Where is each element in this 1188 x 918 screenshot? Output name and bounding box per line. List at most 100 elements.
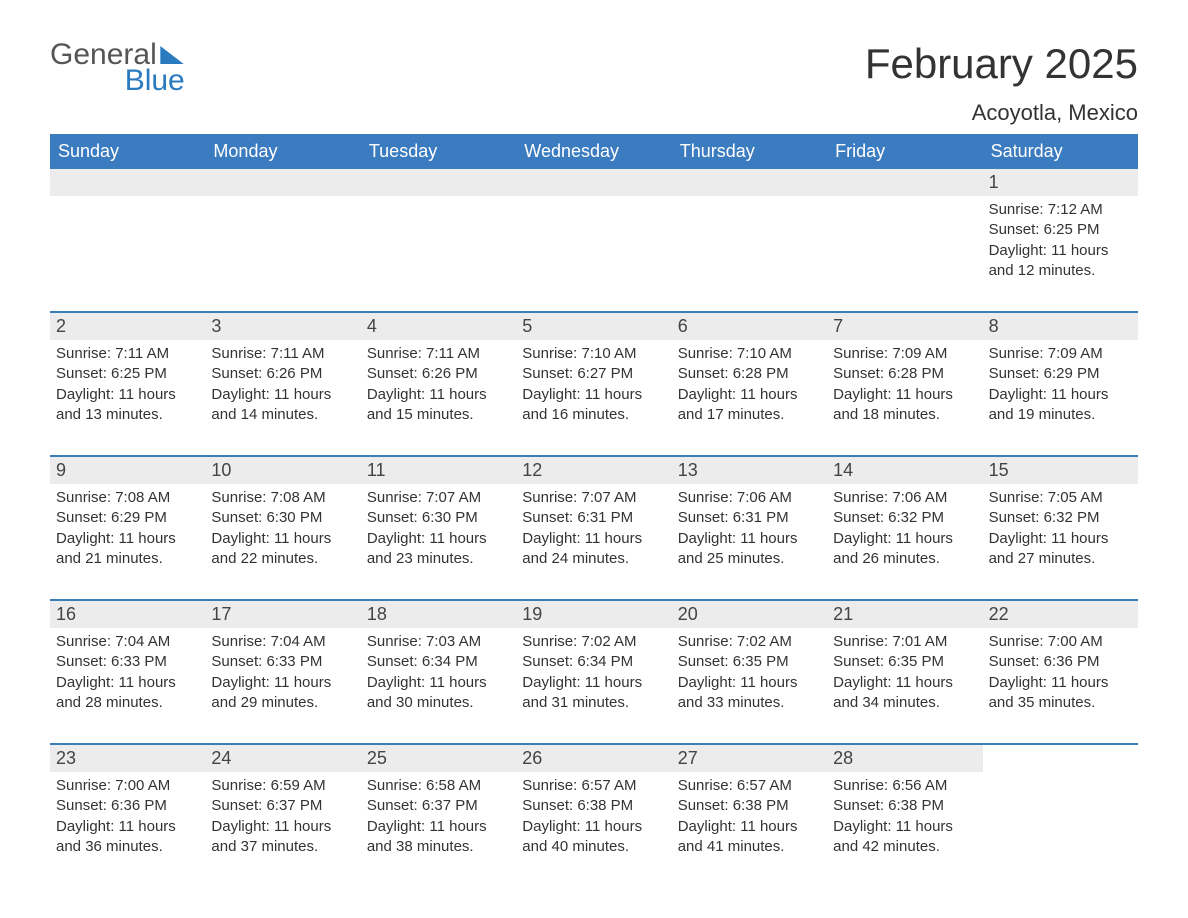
day-number xyxy=(205,169,360,196)
day-detail: Sunrise: 7:04 AMSunset: 6:33 PMDaylight:… xyxy=(56,632,199,713)
sunrise-text: Sunrise: 7:11 AM xyxy=(56,344,199,364)
daylight-text: Daylight: 11 hours and 12 minutes. xyxy=(989,241,1132,282)
weeks-container: 1Sunrise: 7:12 AMSunset: 6:25 PMDaylight… xyxy=(50,169,1138,863)
sunset-text: Sunset: 6:26 PM xyxy=(367,364,510,384)
day-cell: 28Sunrise: 6:56 AMSunset: 6:38 PMDayligh… xyxy=(827,745,982,863)
day-detail: Sunrise: 7:06 AMSunset: 6:32 PMDaylight:… xyxy=(833,488,976,569)
day-detail: Sunrise: 7:00 AMSunset: 6:36 PMDaylight:… xyxy=(56,776,199,857)
day-number: 26 xyxy=(516,745,671,772)
day-number: 13 xyxy=(672,457,827,484)
sunset-text: Sunset: 6:32 PM xyxy=(989,508,1132,528)
daylight-text: Daylight: 11 hours and 38 minutes. xyxy=(367,817,510,858)
day-cell: 27Sunrise: 6:57 AMSunset: 6:38 PMDayligh… xyxy=(672,745,827,863)
day-cell: 14 Sunrise: 7:06 AMSunset: 6:32 PMDayligh… xyxy=(827,457,982,575)
sunset-text: Sunset: 6:29 PM xyxy=(56,508,199,528)
daylight-text: Daylight: 11 hours and 21 minutes. xyxy=(56,529,199,570)
day-cell: 5Sunrise: 7:10 AMSunset: 6:27 PMDaylight… xyxy=(516,313,671,431)
day-cell xyxy=(672,169,827,287)
day-detail: Sunrise: 7:04 AMSunset: 6:33 PMDaylight:… xyxy=(211,632,354,713)
day-cell: 10Sunrise: 7:08 AMSunset: 6:30 PMDayligh… xyxy=(205,457,360,575)
sunrise-text: Sunrise: 7:02 AM xyxy=(678,632,821,652)
day-detail: Sunrise: 7:06 AMSunset: 6:31 PMDaylight:… xyxy=(678,488,821,569)
day-number: 28 xyxy=(827,745,982,772)
sunrise-text: Sunrise: 7:03 AM xyxy=(367,632,510,652)
sunset-text: Sunset: 6:36 PM xyxy=(989,652,1132,672)
sunrise-text: Sunrise: 7:12 AM xyxy=(989,200,1132,220)
sunrise-text: Sunrise: 7:02 AM xyxy=(522,632,665,652)
sunset-text: Sunset: 6:28 PM xyxy=(833,364,976,384)
day-number xyxy=(672,169,827,196)
day-cell: 17Sunrise: 7:04 AMSunset: 6:33 PMDayligh… xyxy=(205,601,360,719)
day-detail: Sunrise: 7:08 AMSunset: 6:30 PMDaylight:… xyxy=(211,488,354,569)
sunrise-text: Sunrise: 7:11 AM xyxy=(367,344,510,364)
week-row: 16Sunrise: 7:04 AMSunset: 6:33 PMDayligh… xyxy=(50,599,1138,719)
page-title: February 2025 xyxy=(865,40,1138,88)
day-detail: Sunrise: 7:10 AMSunset: 6:28 PMDaylight:… xyxy=(678,344,821,425)
daylight-text: Daylight: 11 hours and 40 minutes. xyxy=(522,817,665,858)
sunset-text: Sunset: 6:35 PM xyxy=(678,652,821,672)
day-number: 21 xyxy=(827,601,982,628)
day-detail: Sunrise: 7:07 AMSunset: 6:30 PMDaylight:… xyxy=(367,488,510,569)
day-cell xyxy=(983,745,1138,863)
sunrise-text: Sunrise: 7:06 AM xyxy=(833,488,976,508)
daylight-text: Daylight: 11 hours and 29 minutes. xyxy=(211,673,354,714)
sunrise-text: Sunrise: 7:08 AM xyxy=(56,488,199,508)
day-number: 11 xyxy=(361,457,516,484)
day-cell: 9 Sunrise: 7:08 AMSunset: 6:29 PMDaylight… xyxy=(50,457,205,575)
weekday-header-cell: Thursday xyxy=(672,134,827,169)
day-cell: 13 Sunrise: 7:06 AMSunset: 6:31 PMDayligh… xyxy=(672,457,827,575)
daylight-text: Daylight: 11 hours and 22 minutes. xyxy=(211,529,354,570)
sunrise-text: Sunrise: 6:56 AM xyxy=(833,776,976,796)
day-cell: 19Sunrise: 7:02 AMSunset: 6:34 PMDayligh… xyxy=(516,601,671,719)
day-number: 14 xyxy=(827,457,982,484)
header: General Blue February 2025 Acoyotla, Mex… xyxy=(50,40,1138,126)
week-row: 2Sunrise: 7:11 AMSunset: 6:25 PMDaylight… xyxy=(50,311,1138,431)
day-cell xyxy=(50,169,205,287)
weekday-header-cell: Sunday xyxy=(50,134,205,169)
day-number: 8 xyxy=(983,313,1138,340)
sunrise-text: Sunrise: 7:07 AM xyxy=(522,488,665,508)
week-row: 1Sunrise: 7:12 AMSunset: 6:25 PMDaylight… xyxy=(50,169,1138,287)
day-number: 9 xyxy=(50,457,205,484)
daylight-text: Daylight: 11 hours and 37 minutes. xyxy=(211,817,354,858)
title-block: February 2025 Acoyotla, Mexico xyxy=(865,40,1138,126)
day-detail: Sunrise: 7:09 AMSunset: 6:28 PMDaylight:… xyxy=(833,344,976,425)
daylight-text: Daylight: 11 hours and 26 minutes. xyxy=(833,529,976,570)
day-cell: 18Sunrise: 7:03 AMSunset: 6:34 PMDayligh… xyxy=(361,601,516,719)
weekday-header-cell: Saturday xyxy=(983,134,1138,169)
daylight-text: Daylight: 11 hours and 23 minutes. xyxy=(367,529,510,570)
sunrise-text: Sunrise: 6:57 AM xyxy=(678,776,821,796)
day-number: 2 xyxy=(50,313,205,340)
day-detail: Sunrise: 7:03 AMSunset: 6:34 PMDaylight:… xyxy=(367,632,510,713)
logo: General Blue xyxy=(50,40,185,96)
sunset-text: Sunset: 6:25 PM xyxy=(56,364,199,384)
weekday-header-cell: Wednesday xyxy=(516,134,671,169)
day-number: 24 xyxy=(205,745,360,772)
day-number xyxy=(827,169,982,196)
day-detail: Sunrise: 7:08 AMSunset: 6:29 PMDaylight:… xyxy=(56,488,199,569)
day-detail: Sunrise: 6:58 AMSunset: 6:37 PMDaylight:… xyxy=(367,776,510,857)
day-cell: 22Sunrise: 7:00 AMSunset: 6:36 PMDayligh… xyxy=(983,601,1138,719)
day-number xyxy=(516,169,671,196)
sunrise-text: Sunrise: 6:58 AM xyxy=(367,776,510,796)
day-cell: 26Sunrise: 6:57 AMSunset: 6:38 PMDayligh… xyxy=(516,745,671,863)
day-number xyxy=(50,169,205,196)
sunrise-text: Sunrise: 7:04 AM xyxy=(56,632,199,652)
daylight-text: Daylight: 11 hours and 24 minutes. xyxy=(522,529,665,570)
sunset-text: Sunset: 6:33 PM xyxy=(56,652,199,672)
day-detail: Sunrise: 7:05 AMSunset: 6:32 PMDaylight:… xyxy=(989,488,1132,569)
day-cell xyxy=(361,169,516,287)
sunset-text: Sunset: 6:33 PM xyxy=(211,652,354,672)
weekday-header-cell: Monday xyxy=(205,134,360,169)
day-detail: Sunrise: 7:01 AMSunset: 6:35 PMDaylight:… xyxy=(833,632,976,713)
day-number: 25 xyxy=(361,745,516,772)
day-detail: Sunrise: 7:02 AMSunset: 6:35 PMDaylight:… xyxy=(678,632,821,713)
day-number: 4 xyxy=(361,313,516,340)
daylight-text: Daylight: 11 hours and 18 minutes. xyxy=(833,385,976,426)
sunset-text: Sunset: 6:36 PM xyxy=(56,796,199,816)
daylight-text: Daylight: 11 hours and 17 minutes. xyxy=(678,385,821,426)
sunset-text: Sunset: 6:37 PM xyxy=(367,796,510,816)
daylight-text: Daylight: 11 hours and 31 minutes. xyxy=(522,673,665,714)
sunrise-text: Sunrise: 7:09 AM xyxy=(989,344,1132,364)
day-number: 7 xyxy=(827,313,982,340)
